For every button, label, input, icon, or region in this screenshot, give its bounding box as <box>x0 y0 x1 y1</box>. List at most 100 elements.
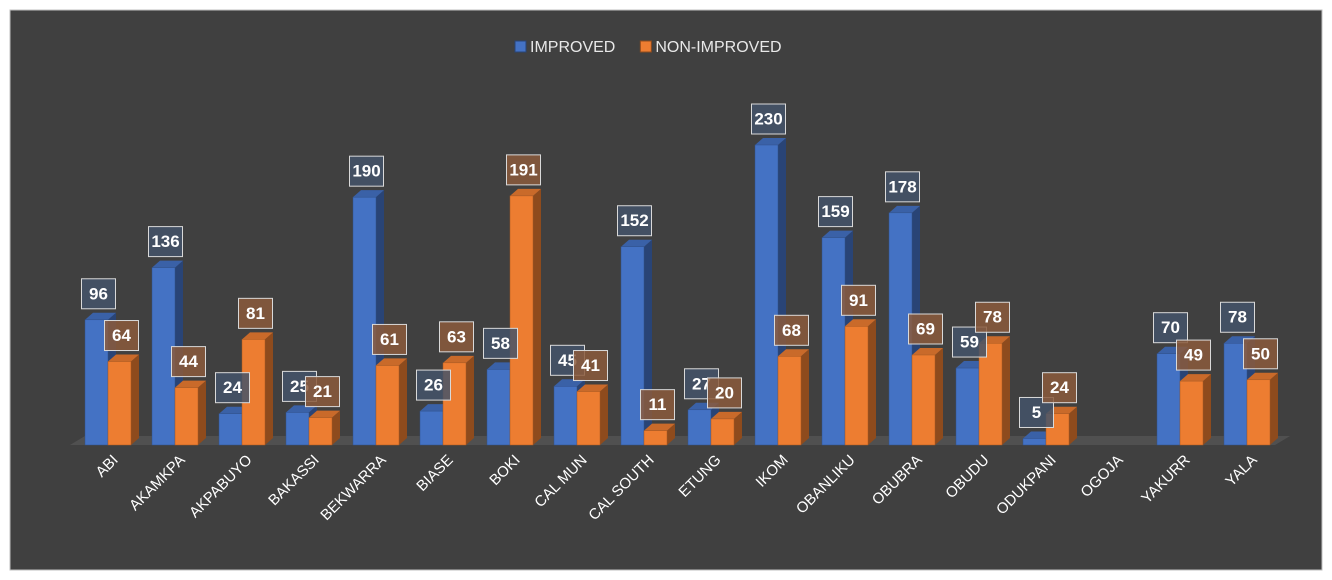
bar-side <box>198 380 206 445</box>
bar-side <box>1270 372 1278 445</box>
bar-side <box>801 349 809 445</box>
bar-side <box>466 355 474 445</box>
bar <box>1179 374 1211 446</box>
bar-front <box>308 417 333 446</box>
data-label-box <box>416 369 451 401</box>
data-label: 58 <box>491 334 510 353</box>
bar-side <box>1002 336 1010 445</box>
data-label-box <box>215 372 250 404</box>
bar-front <box>643 430 668 446</box>
data-label-box <box>1153 312 1188 344</box>
bar <box>1246 372 1278 446</box>
bar <box>308 410 340 446</box>
bar-top <box>822 230 853 238</box>
bar-front <box>285 412 310 446</box>
bar-top <box>711 411 742 419</box>
bar-front <box>486 369 511 446</box>
bar-front <box>553 386 578 446</box>
data-label: 190 <box>352 162 380 181</box>
data-label-box <box>171 346 206 378</box>
bar-top <box>1180 374 1211 382</box>
data-label-box <box>349 155 384 187</box>
bar <box>107 354 139 446</box>
data-label: 5 <box>1032 403 1041 422</box>
bar-front <box>1022 438 1047 446</box>
bar-front <box>107 361 132 446</box>
bar-side <box>600 384 608 445</box>
legend-label: IMPROVED <box>530 39 615 56</box>
bar <box>710 411 742 446</box>
data-label: 69 <box>916 319 935 338</box>
bar-top <box>912 348 943 355</box>
data-label: 24 <box>223 378 242 397</box>
data-label-box <box>305 376 340 408</box>
data-label: 63 <box>447 327 466 346</box>
data-label: 50 <box>1251 344 1270 363</box>
bar-top <box>242 332 273 340</box>
data-label: 152 <box>620 211 648 230</box>
bar-top <box>85 312 116 320</box>
bar-front <box>620 246 645 446</box>
bar-front <box>844 326 869 446</box>
bar <box>576 384 608 446</box>
bar-side <box>667 423 675 445</box>
bar-front <box>419 410 444 446</box>
data-label: 81 <box>246 304 265 323</box>
bar-front <box>509 195 534 446</box>
bar-top <box>554 379 585 387</box>
bar-front <box>218 413 243 446</box>
bar-top <box>376 358 407 366</box>
bar <box>978 336 1010 446</box>
bar-front <box>754 144 779 446</box>
data-label-box <box>707 377 742 409</box>
bar <box>844 319 876 446</box>
data-label: 68 <box>782 321 801 340</box>
data-label: 64 <box>112 326 131 345</box>
data-label: 96 <box>89 284 108 303</box>
bar-front <box>978 343 1003 446</box>
bar-top <box>286 405 317 413</box>
data-label-box <box>818 196 853 228</box>
bar-top <box>778 349 809 357</box>
data-label: 91 <box>849 291 868 310</box>
data-label-box <box>439 321 474 353</box>
data-label-box <box>1220 301 1255 333</box>
data-label-box <box>104 320 139 352</box>
data-label: 136 <box>151 232 179 251</box>
bar-side <box>332 410 340 445</box>
data-label: 21 <box>313 382 332 401</box>
data-label-box <box>148 226 183 258</box>
data-label-box <box>908 313 943 345</box>
bar <box>241 332 273 446</box>
chart-area <box>9 9 1323 571</box>
bar-side <box>265 332 273 445</box>
bar-top <box>175 380 206 388</box>
data-label: 49 <box>1184 346 1203 365</box>
bar-front <box>821 237 846 446</box>
bar-front <box>710 418 735 446</box>
data-label-box <box>483 327 518 359</box>
bar-front <box>1179 380 1204 446</box>
data-label: 61 <box>380 330 399 349</box>
data-label-box <box>751 103 786 135</box>
bar-top <box>644 423 675 431</box>
data-label: 27 <box>692 374 711 393</box>
bar-top <box>152 260 183 268</box>
bar <box>375 358 407 446</box>
bar-side <box>399 358 407 445</box>
data-label: 45 <box>558 351 577 370</box>
bar-front <box>576 391 601 446</box>
bar <box>174 380 206 446</box>
legend-label: NON-IMPROVED <box>655 39 781 56</box>
data-label-box <box>885 171 920 203</box>
bar <box>777 349 809 446</box>
bar-front <box>352 196 377 446</box>
data-label-box <box>617 205 652 237</box>
data-label-box <box>1042 372 1077 404</box>
bar-top <box>621 239 652 247</box>
bar-top <box>108 354 139 362</box>
bar-side <box>1069 406 1077 445</box>
data-label: 11 <box>649 395 667 414</box>
bar-front <box>375 365 400 446</box>
